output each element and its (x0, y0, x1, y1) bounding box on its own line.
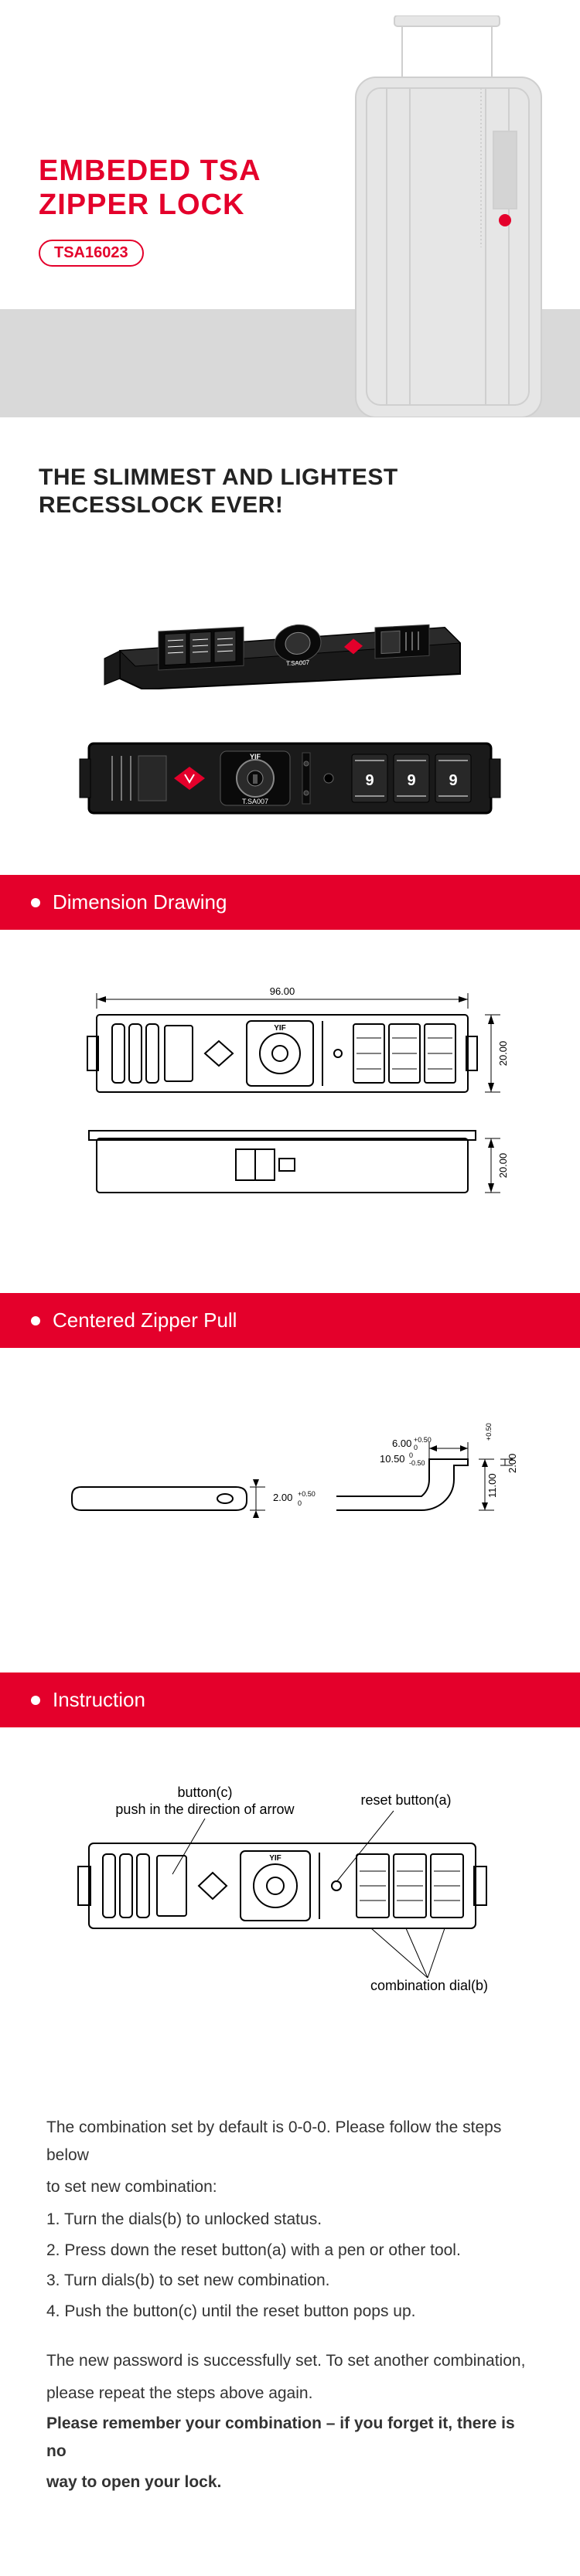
instruction-outro-1: The new password is successfully set. To… (46, 2347, 534, 2375)
svg-text:10.50: 10.50 (380, 1453, 405, 1465)
instruction-step2: 2. Press down the reset button(a) with a… (46, 2237, 534, 2265)
lock-angled: T.SA007 (89, 566, 491, 689)
instruction-step3: 3. Turn dials(b) to set new combination. (46, 2267, 534, 2295)
svg-text:button(c): button(c) (177, 1785, 232, 1800)
instruction-intro-1: The combination set by default is 0-0-0.… (46, 2114, 534, 2169)
svg-text:-0.50: -0.50 (409, 1459, 425, 1467)
svg-text:20.00: 20.00 (497, 1041, 509, 1067)
zipper-diagram: 2.00 +0.50 0 6.00 (0, 1348, 580, 1673)
hero-title-line1: EMBEDED TSA (39, 155, 261, 189)
instruction-warn-1: Please remember your combination – if yo… (46, 2410, 534, 2465)
bullet-icon (31, 1316, 40, 1325)
section-header-zipper: Centered Zipper Pull (0, 1293, 580, 1348)
svg-text:+0.50: +0.50 (298, 1490, 316, 1498)
hero-title-line2: ZIPPER LOCK (39, 189, 261, 223)
section-title-dimension: Dimension Drawing (53, 890, 227, 914)
instruction-intro-2: to set new combination: (46, 2173, 534, 2201)
svg-text:9: 9 (449, 772, 457, 789)
instruction-text: The combination set by default is 0-0-0.… (0, 2083, 580, 2576)
svg-text:combination dial(b): combination dial(b) (370, 1978, 488, 1993)
svg-text:9: 9 (407, 772, 415, 789)
hero-code: TSA16023 (39, 240, 144, 267)
slogan-line1: THE SLIMMEST AND LIGHTEST (39, 464, 541, 492)
hero-title: EMBEDED TSA ZIPPER LOCK (39, 155, 261, 222)
svg-text:0: 0 (409, 1451, 413, 1459)
svg-text:T.SA007: T.SA007 (286, 659, 310, 668)
svg-text:2.00: 2.00 (273, 1492, 292, 1503)
svg-text:0: 0 (298, 1499, 302, 1507)
svg-text:YIF: YIF (269, 1854, 281, 1863)
svg-text:YIF: YIF (274, 1024, 286, 1033)
instruction-outro-2: please repeat the steps above again. (46, 2380, 534, 2408)
svg-text:96.00: 96.00 (270, 985, 295, 997)
svg-text:20.00: 20.00 (497, 1153, 509, 1179)
hero-section: EMBEDED TSA ZIPPER LOCK TSA16023 (0, 0, 580, 417)
slogan-line2: RECESSLOCK EVER! (39, 492, 541, 519)
bullet-icon (31, 898, 40, 907)
svg-text:push in the direction of arrow: push in the direction of arrow (115, 1802, 295, 1817)
dimension-diagram: 96.00 YIF (0, 930, 580, 1293)
section-header-dimension: Dimension Drawing (0, 875, 580, 930)
svg-text:9: 9 (365, 772, 374, 789)
svg-text:YIF: YIF (250, 753, 261, 761)
instruction-diagram: button(c) push in the direction of arrow… (0, 1727, 580, 2083)
instruction-warn-2: way to open your lock. (46, 2469, 534, 2496)
svg-text:2.00: 2.00 (507, 1454, 518, 1473)
svg-text:+0.50: +0.50 (485, 1423, 493, 1441)
svg-text:T.SA007: T.SA007 (242, 798, 268, 805)
svg-text:6.00: 6.00 (392, 1438, 411, 1449)
section-title-instruction: Instruction (53, 1688, 145, 1712)
suitcase-illustration (286, 15, 565, 417)
slogan: THE SLIMMEST AND LIGHTEST RECESSLOCK EVE… (0, 417, 580, 543)
section-header-instruction: Instruction (0, 1673, 580, 1727)
bullet-icon (31, 1696, 40, 1705)
instruction-step1: 1. Turn the dials(b) to unlocked status. (46, 2206, 534, 2234)
svg-text:reset button(a): reset button(a) (360, 1792, 451, 1808)
svg-text:+0.50: +0.50 (414, 1436, 432, 1444)
svg-text:0: 0 (414, 1444, 418, 1451)
section-title-zipper: Centered Zipper Pull (53, 1308, 237, 1332)
lock-photos: T.SA007 (0, 543, 580, 875)
instruction-step4: 4. Push the button(c) until the reset bu… (46, 2298, 534, 2326)
lock-flat: T.SA007 YIF 9 9 9 (73, 720, 507, 829)
svg-text:11.00: 11.00 (486, 1473, 498, 1498)
